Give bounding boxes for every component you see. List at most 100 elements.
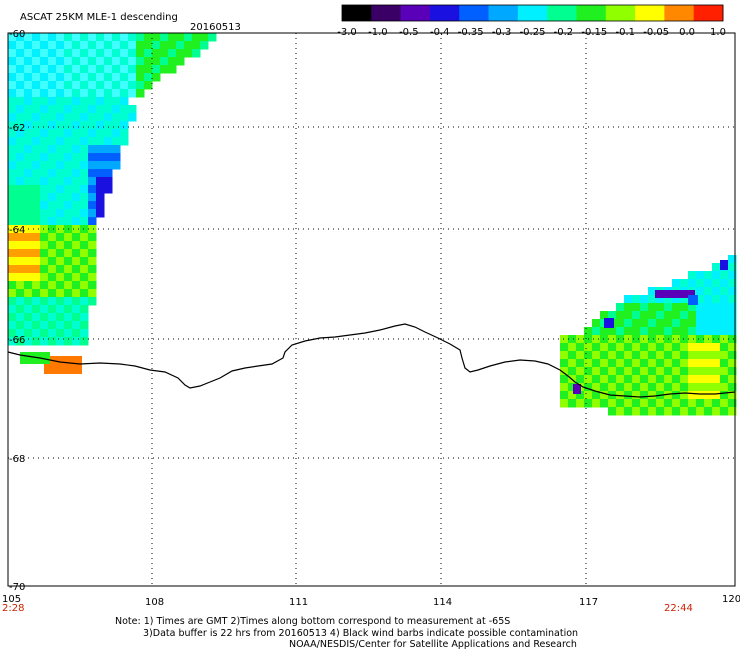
data-cell — [96, 193, 105, 202]
data-cell — [32, 145, 41, 154]
data-cell — [64, 105, 73, 114]
data-cell — [56, 225, 65, 234]
data-cell — [56, 201, 65, 210]
data-cell — [664, 391, 673, 400]
data-cell — [624, 295, 633, 304]
data-cell — [16, 121, 25, 130]
data-cell — [656, 399, 665, 408]
data-cell — [112, 113, 121, 122]
data-cell — [56, 169, 65, 178]
data-cell — [680, 303, 689, 312]
data-cell — [32, 321, 41, 330]
data-cell — [40, 161, 49, 170]
data-cell — [712, 367, 721, 376]
data-cell — [8, 241, 17, 250]
data-cell — [80, 121, 89, 130]
data-cell — [32, 65, 41, 74]
data-cell — [592, 327, 601, 336]
data-cell — [720, 327, 729, 336]
data-cell — [112, 33, 121, 42]
data-cell — [16, 137, 25, 146]
data-cell — [48, 225, 57, 234]
data-cell — [8, 137, 17, 146]
data-cell — [560, 335, 569, 344]
data-cell — [104, 137, 113, 146]
data-cell — [16, 257, 25, 266]
data-cell — [120, 129, 129, 138]
data-cell — [88, 57, 97, 66]
data-cell — [696, 271, 705, 280]
data-cell — [664, 319, 673, 328]
data-cell — [608, 375, 617, 384]
data-cell — [72, 193, 81, 202]
data-cell — [704, 375, 713, 384]
data-cell — [672, 407, 681, 416]
data-cell — [48, 281, 57, 290]
data-cell — [64, 281, 73, 290]
data-cell — [24, 137, 33, 146]
data-cell — [88, 265, 97, 274]
data-cell — [608, 367, 617, 376]
data-cell — [632, 407, 641, 416]
data-cell — [664, 407, 673, 416]
data-cell — [688, 383, 697, 392]
data-cell — [688, 359, 697, 368]
data-cell — [120, 57, 129, 66]
colorbar-swatch — [547, 5, 577, 21]
data-cell — [616, 367, 625, 376]
data-cell — [72, 313, 81, 322]
data-cell — [48, 97, 57, 106]
data-cell — [624, 407, 633, 416]
data-cell — [680, 375, 689, 384]
data-cell — [712, 271, 721, 280]
data-cell — [32, 89, 41, 98]
data-cell — [640, 295, 649, 304]
data-cell — [48, 129, 57, 138]
data-cell — [24, 321, 33, 330]
data-cell — [80, 169, 89, 178]
data-cell — [600, 343, 609, 352]
data-cell — [48, 137, 57, 146]
data-cell — [728, 311, 737, 320]
data-cell — [648, 359, 657, 368]
data-cell — [48, 81, 57, 90]
data-cell — [560, 367, 569, 376]
data-cell — [24, 169, 33, 178]
data-cell — [648, 391, 657, 400]
data-cell — [8, 185, 17, 194]
data-cell — [600, 351, 609, 360]
data-cell — [152, 41, 161, 50]
data-cell — [24, 297, 33, 306]
data-cell — [576, 351, 585, 360]
data-cell — [656, 303, 665, 312]
data-cell — [72, 241, 81, 250]
latitude-labels: -60 -62 -64 -66 -68 -70 — [9, 29, 25, 593]
data-cell — [616, 351, 625, 360]
data-cell — [96, 89, 105, 98]
lat-label: -62 — [9, 123, 25, 134]
data-cell — [728, 407, 737, 416]
data-cell — [64, 233, 73, 242]
data-cell — [16, 337, 25, 346]
data-cell — [72, 281, 81, 290]
data-cell — [160, 57, 169, 66]
data-cell — [168, 49, 177, 58]
data-cell — [32, 257, 41, 266]
data-cell — [680, 359, 689, 368]
data-cell — [32, 305, 41, 314]
data-cell — [120, 89, 129, 98]
data-cell — [112, 57, 121, 66]
data-cell — [8, 169, 17, 178]
data-cell — [32, 273, 41, 282]
data-cell — [56, 49, 65, 58]
data-cell — [32, 41, 41, 50]
data-cell — [632, 303, 641, 312]
data-cell — [688, 375, 697, 384]
data-cell — [40, 289, 49, 298]
data-swaths — [8, 33, 737, 416]
data-cell — [80, 33, 89, 42]
data-cell — [680, 399, 689, 408]
data-cell — [624, 359, 633, 368]
data-cell — [48, 65, 57, 74]
data-cell — [728, 359, 737, 368]
